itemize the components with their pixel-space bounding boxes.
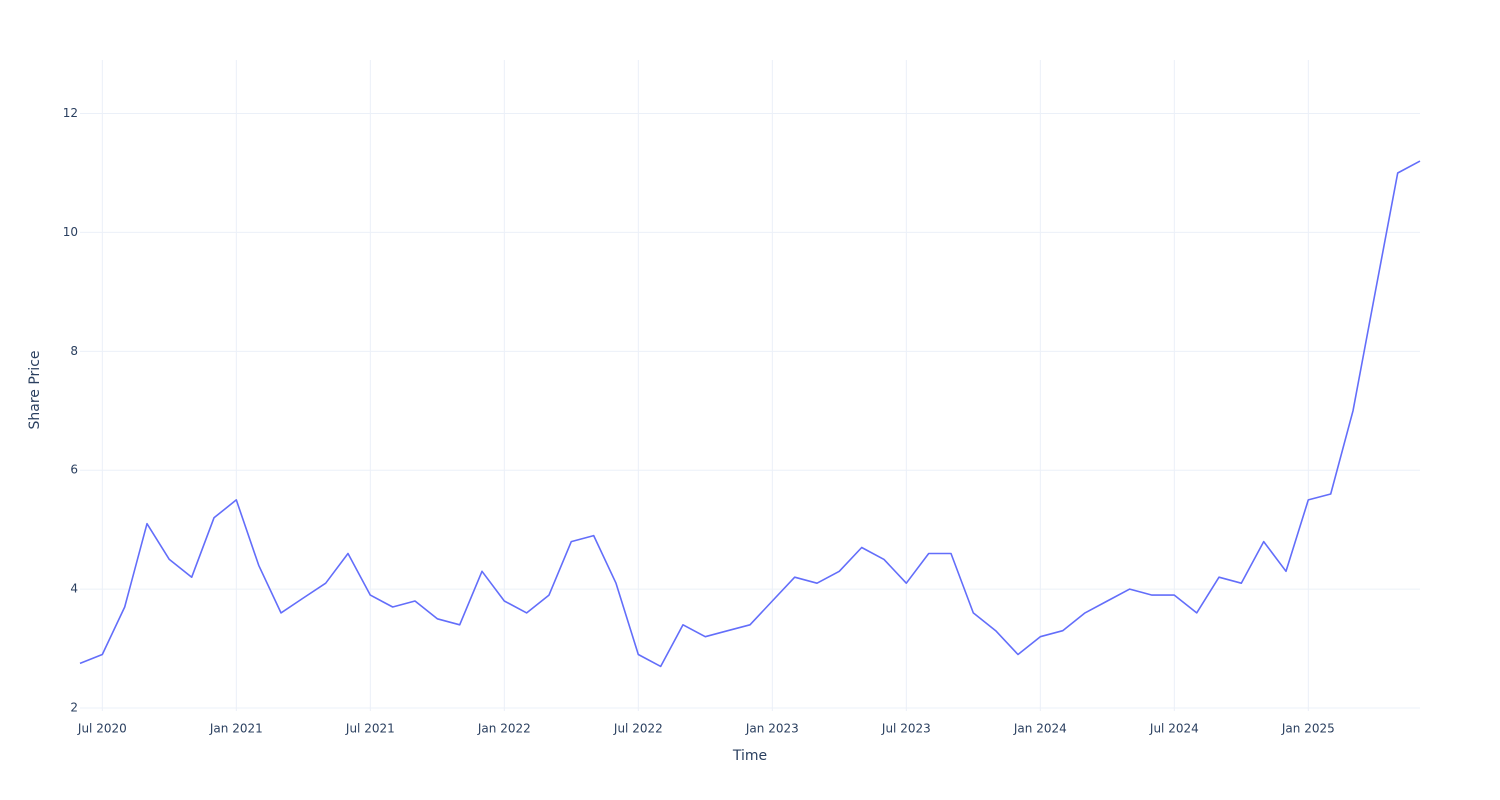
y-tick-label: 8 <box>70 344 78 358</box>
x-tick-label: Jan 2023 <box>745 722 799 736</box>
x-tick-label: Jul 2024 <box>1149 722 1199 736</box>
x-tick-label: Jan 2024 <box>1013 722 1067 736</box>
y-axis-title: Share Price <box>27 350 43 429</box>
y-tick-label: 2 <box>70 701 78 715</box>
x-tick-label: Jul 2023 <box>881 722 931 736</box>
price-line <box>79 160 1421 668</box>
x-tick-label: Jan 2025 <box>1281 722 1335 736</box>
y-tick-label: 4 <box>70 582 78 596</box>
x-tick-label: Jul 2022 <box>613 722 663 736</box>
x-tick-label: Jan 2022 <box>477 722 531 736</box>
x-tick-label: Jan 2021 <box>209 722 263 736</box>
y-tick-label: 12 <box>63 106 78 120</box>
x-axis-title: Time <box>732 748 767 764</box>
x-tick-label: Jul 2021 <box>345 722 395 736</box>
x-tick-label: Jul 2020 <box>77 722 127 736</box>
y-tick-label: 10 <box>63 225 78 239</box>
y-tick-label: 6 <box>70 463 78 477</box>
